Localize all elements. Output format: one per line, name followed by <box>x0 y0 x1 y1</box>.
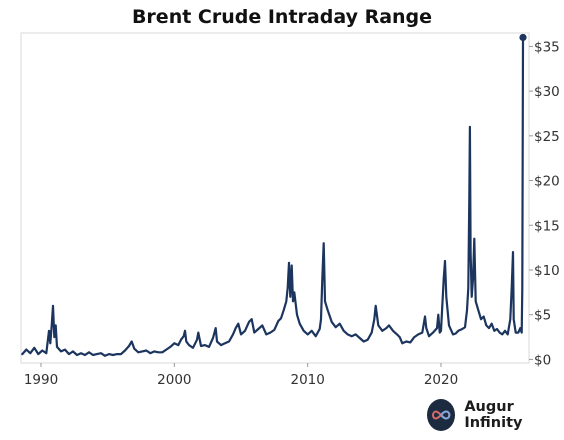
y-tick-label: $15 <box>534 218 560 234</box>
y-tick-label: $0 <box>534 352 551 368</box>
y-tick-label: $10 <box>534 263 560 279</box>
x-axis: 1990 2000 2010 2020 <box>24 363 458 388</box>
x-tick-label: 2020 <box>424 372 458 388</box>
x-tick-label: 1990 <box>24 372 58 388</box>
y-axis: $0 $5 $10 $15 $20 $25 $30 $35 <box>529 39 560 368</box>
series-line <box>21 36 525 357</box>
series-layer <box>21 33 527 357</box>
chart-title: Brent Crude Intraday Range <box>131 6 433 28</box>
infinity-icon <box>427 399 456 431</box>
y-tick-label: $35 <box>534 39 560 55</box>
y-tick-label: $25 <box>534 129 560 145</box>
brand-watermark: Augur Infinity <box>427 398 564 432</box>
y-tick-label: $30 <box>534 84 560 100</box>
latest-point-marker <box>519 33 527 42</box>
y-tick-label: $5 <box>534 308 551 324</box>
brand-name: Augur Infinity <box>464 399 523 431</box>
y-tick-label: $20 <box>534 174 560 190</box>
x-tick-label: 2000 <box>157 372 191 388</box>
plot-frame <box>20 32 530 364</box>
x-tick-label: 2010 <box>290 372 324 388</box>
